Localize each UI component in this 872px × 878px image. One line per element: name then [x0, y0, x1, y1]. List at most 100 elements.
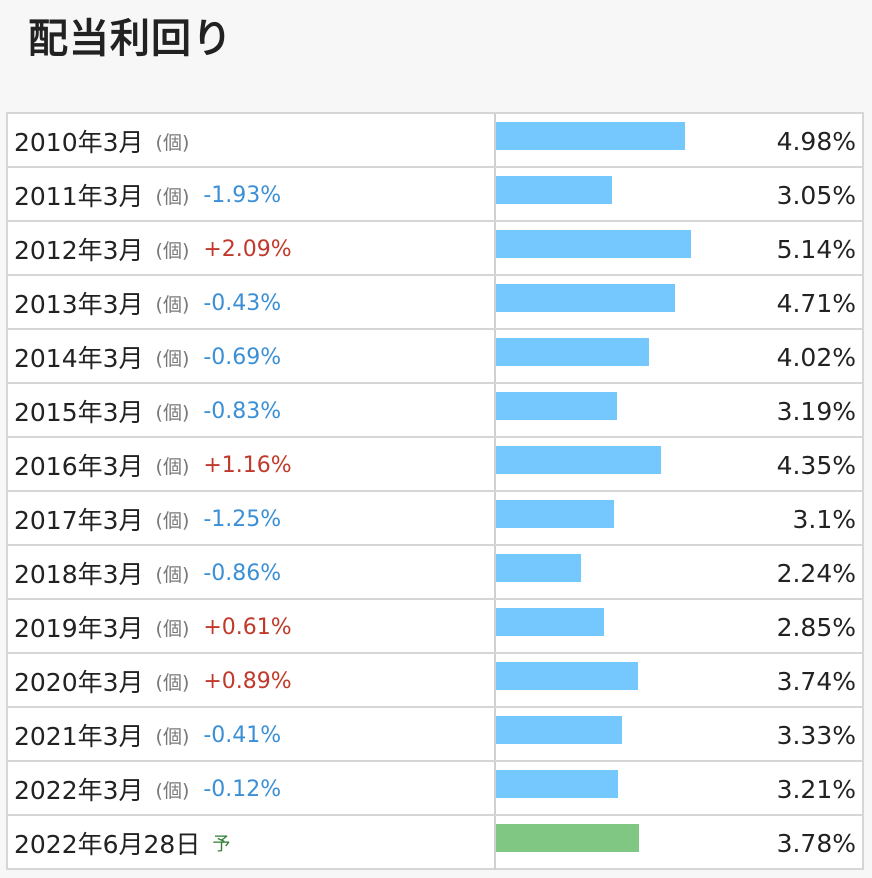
- row-label-group: 2015年3月 (個) -0.83%: [14, 384, 281, 438]
- yield-bar: [496, 176, 612, 204]
- period-label: 2017年3月: [14, 506, 144, 535]
- table-row: 2018年3月 (個) -0.86% 2.24%: [8, 546, 862, 600]
- column-divider: [494, 330, 496, 382]
- change-label: -1.25%: [203, 506, 282, 532]
- period-label: 2022年6月28日: [14, 830, 201, 859]
- row-label-group: 2012年3月 (個) +2.09%: [14, 222, 292, 276]
- column-divider: [494, 762, 496, 814]
- table-row: 2011年3月 (個) -1.93% 3.05%: [8, 168, 862, 222]
- period-label: 2010年3月: [14, 128, 144, 157]
- yield-bar: [496, 662, 638, 690]
- column-divider: [494, 438, 496, 490]
- period-label: 2014年3月: [14, 344, 144, 373]
- row-label-group: 2022年3月 (個) -0.12%: [14, 762, 281, 816]
- period-label: 2022年3月: [14, 776, 144, 805]
- change-label: -0.69%: [203, 344, 282, 370]
- value-label: 4.35%: [776, 450, 856, 480]
- unit-label: (個): [155, 455, 190, 478]
- period-label: 2015年3月: [14, 398, 144, 427]
- unit-label: (個): [155, 779, 190, 802]
- column-divider: [494, 168, 496, 220]
- yield-bar: [496, 122, 685, 150]
- row-label-group: 2021年3月 (個) -0.41%: [14, 708, 281, 762]
- change-label: -0.41%: [203, 722, 282, 748]
- value-label: 4.98%: [776, 126, 856, 156]
- value-label: 4.02%: [776, 342, 856, 372]
- yield-bar: [496, 392, 617, 420]
- unit-label: (個): [155, 239, 190, 262]
- column-divider: [494, 384, 496, 436]
- period-label: 2011年3月: [14, 182, 144, 211]
- forecast-bar: [496, 824, 639, 852]
- table-row: 2020年3月 (個) +0.89% 3.74%: [8, 654, 862, 708]
- yield-bar: [496, 608, 604, 636]
- change-label: -0.83%: [203, 398, 282, 424]
- table-row: 2022年3月 (個) -0.12% 3.21%: [8, 762, 862, 816]
- unit-label: (個): [155, 293, 190, 316]
- change-label: -0.86%: [203, 560, 282, 586]
- page-title: 配当利回り: [28, 16, 233, 62]
- column-divider: [494, 654, 496, 706]
- unit-label: (個): [155, 563, 190, 586]
- table-row: 2013年3月 (個) -0.43% 4.71%: [8, 276, 862, 330]
- dividend-yield-table: 2010年3月 (個) 4.98% 2011年3月 (個) -1.93% 3.05% 2012…: [6, 112, 864, 870]
- yield-bar: [496, 554, 581, 582]
- unit-label: (個): [155, 347, 190, 370]
- row-label-group: 2011年3月 (個) -1.93%: [14, 168, 281, 222]
- unit-label: (個): [155, 509, 190, 532]
- row-label-group: 2020年3月 (個) +0.89%: [14, 654, 292, 708]
- period-label: 2013年3月: [14, 290, 144, 319]
- unit-label: (個): [155, 401, 190, 424]
- column-divider: [494, 114, 496, 166]
- table-row: 2021年3月 (個) -0.41% 3.33%: [8, 708, 862, 762]
- yield-bar: [496, 716, 622, 744]
- period-label: 2012年3月: [14, 236, 144, 265]
- period-label: 2021年3月: [14, 722, 144, 751]
- yield-bar: [496, 338, 649, 366]
- yield-bar: [496, 230, 691, 258]
- row-label-group: 2022年6月28日予: [14, 816, 230, 870]
- row-label-group: 2019年3月 (個) +0.61%: [14, 600, 292, 654]
- unit-label: (個): [155, 725, 190, 748]
- change-label: -1.93%: [203, 182, 282, 208]
- column-divider: [494, 222, 496, 274]
- change-label: +0.89%: [203, 668, 292, 694]
- row-label-group: 2010年3月 (個): [14, 114, 189, 168]
- row-label-group: 2017年3月 (個) -1.25%: [14, 492, 281, 546]
- period-label: 2019年3月: [14, 614, 144, 643]
- unit-label: (個): [155, 671, 190, 694]
- table-row: 2019年3月 (個) +0.61% 2.85%: [8, 600, 862, 654]
- row-label-group: 2014年3月 (個) -0.69%: [14, 330, 281, 384]
- column-divider: [494, 816, 496, 870]
- value-label: 2.85%: [776, 612, 856, 642]
- table-row: 2017年3月 (個) -1.25% 3.1%: [8, 492, 862, 546]
- period-label: 2020年3月: [14, 668, 144, 697]
- value-label: 3.21%: [776, 774, 856, 804]
- change-label: +2.09%: [203, 236, 292, 262]
- table-row: 2010年3月 (個) 4.98%: [8, 114, 862, 168]
- value-label: 3.33%: [776, 720, 856, 750]
- table-row: 2012年3月 (個) +2.09% 5.14%: [8, 222, 862, 276]
- value-label: 5.14%: [776, 234, 856, 264]
- column-divider: [494, 708, 496, 760]
- row-label-group: 2016年3月 (個) +1.16%: [14, 438, 292, 492]
- column-divider: [494, 276, 496, 328]
- change-label: +1.16%: [203, 452, 292, 478]
- table-row: 2016年3月 (個) +1.16% 4.35%: [8, 438, 862, 492]
- column-divider: [494, 600, 496, 652]
- value-label: 3.19%: [776, 396, 856, 426]
- value-label: 4.71%: [776, 288, 856, 318]
- yield-bar: [496, 770, 618, 798]
- value-label: 3.1%: [792, 504, 856, 534]
- change-label: -0.43%: [203, 290, 282, 316]
- unit-label: (個): [155, 131, 190, 154]
- period-label: 2016年3月: [14, 452, 144, 481]
- table-row: 2015年3月 (個) -0.83% 3.19%: [8, 384, 862, 438]
- change-label: -0.12%: [203, 776, 282, 802]
- unit-label: (個): [155, 185, 190, 208]
- row-label-group: 2013年3月 (個) -0.43%: [14, 276, 281, 330]
- row-label-group: 2018年3月 (個) -0.86%: [14, 546, 281, 600]
- yield-bar: [496, 500, 614, 528]
- value-label: 2.24%: [776, 558, 856, 588]
- yield-bar: [496, 446, 661, 474]
